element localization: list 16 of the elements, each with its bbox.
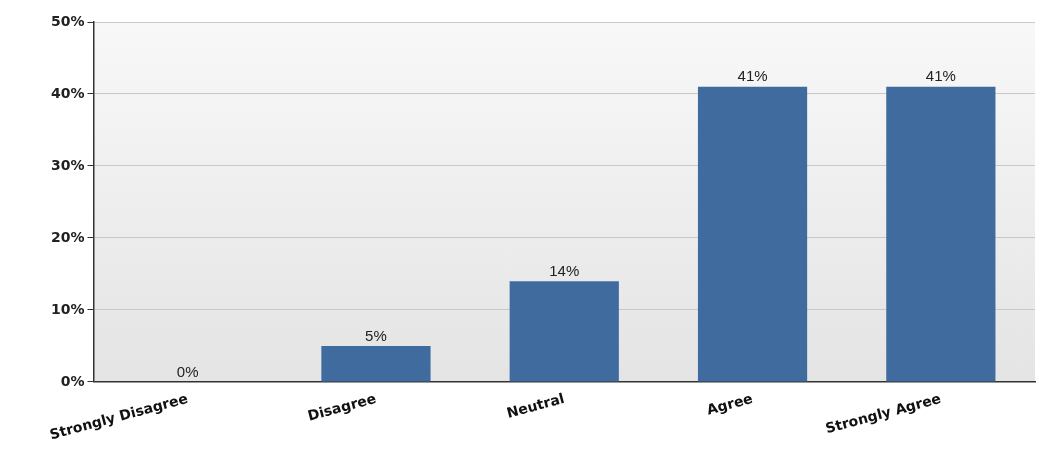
data-label: 5% — [365, 326, 387, 344]
y-tick-label: 10% — [50, 300, 85, 317]
y-tick-label: 0% — [60, 372, 85, 389]
bar — [509, 281, 619, 382]
x-tick-label: Agree — [704, 390, 755, 418]
data-label: 0% — [176, 362, 199, 380]
y-tick-label: 50% — [50, 12, 85, 29]
data-label: 14% — [549, 261, 580, 279]
y-tick-label: 30% — [50, 156, 85, 173]
data-label: 41% — [737, 67, 768, 85]
y-tick-label: 20% — [50, 228, 85, 245]
data-label: 41% — [925, 67, 956, 85]
bar — [321, 345, 431, 382]
bar — [886, 86, 996, 382]
bar — [697, 86, 808, 382]
y-tick-label: 40% — [50, 84, 85, 101]
